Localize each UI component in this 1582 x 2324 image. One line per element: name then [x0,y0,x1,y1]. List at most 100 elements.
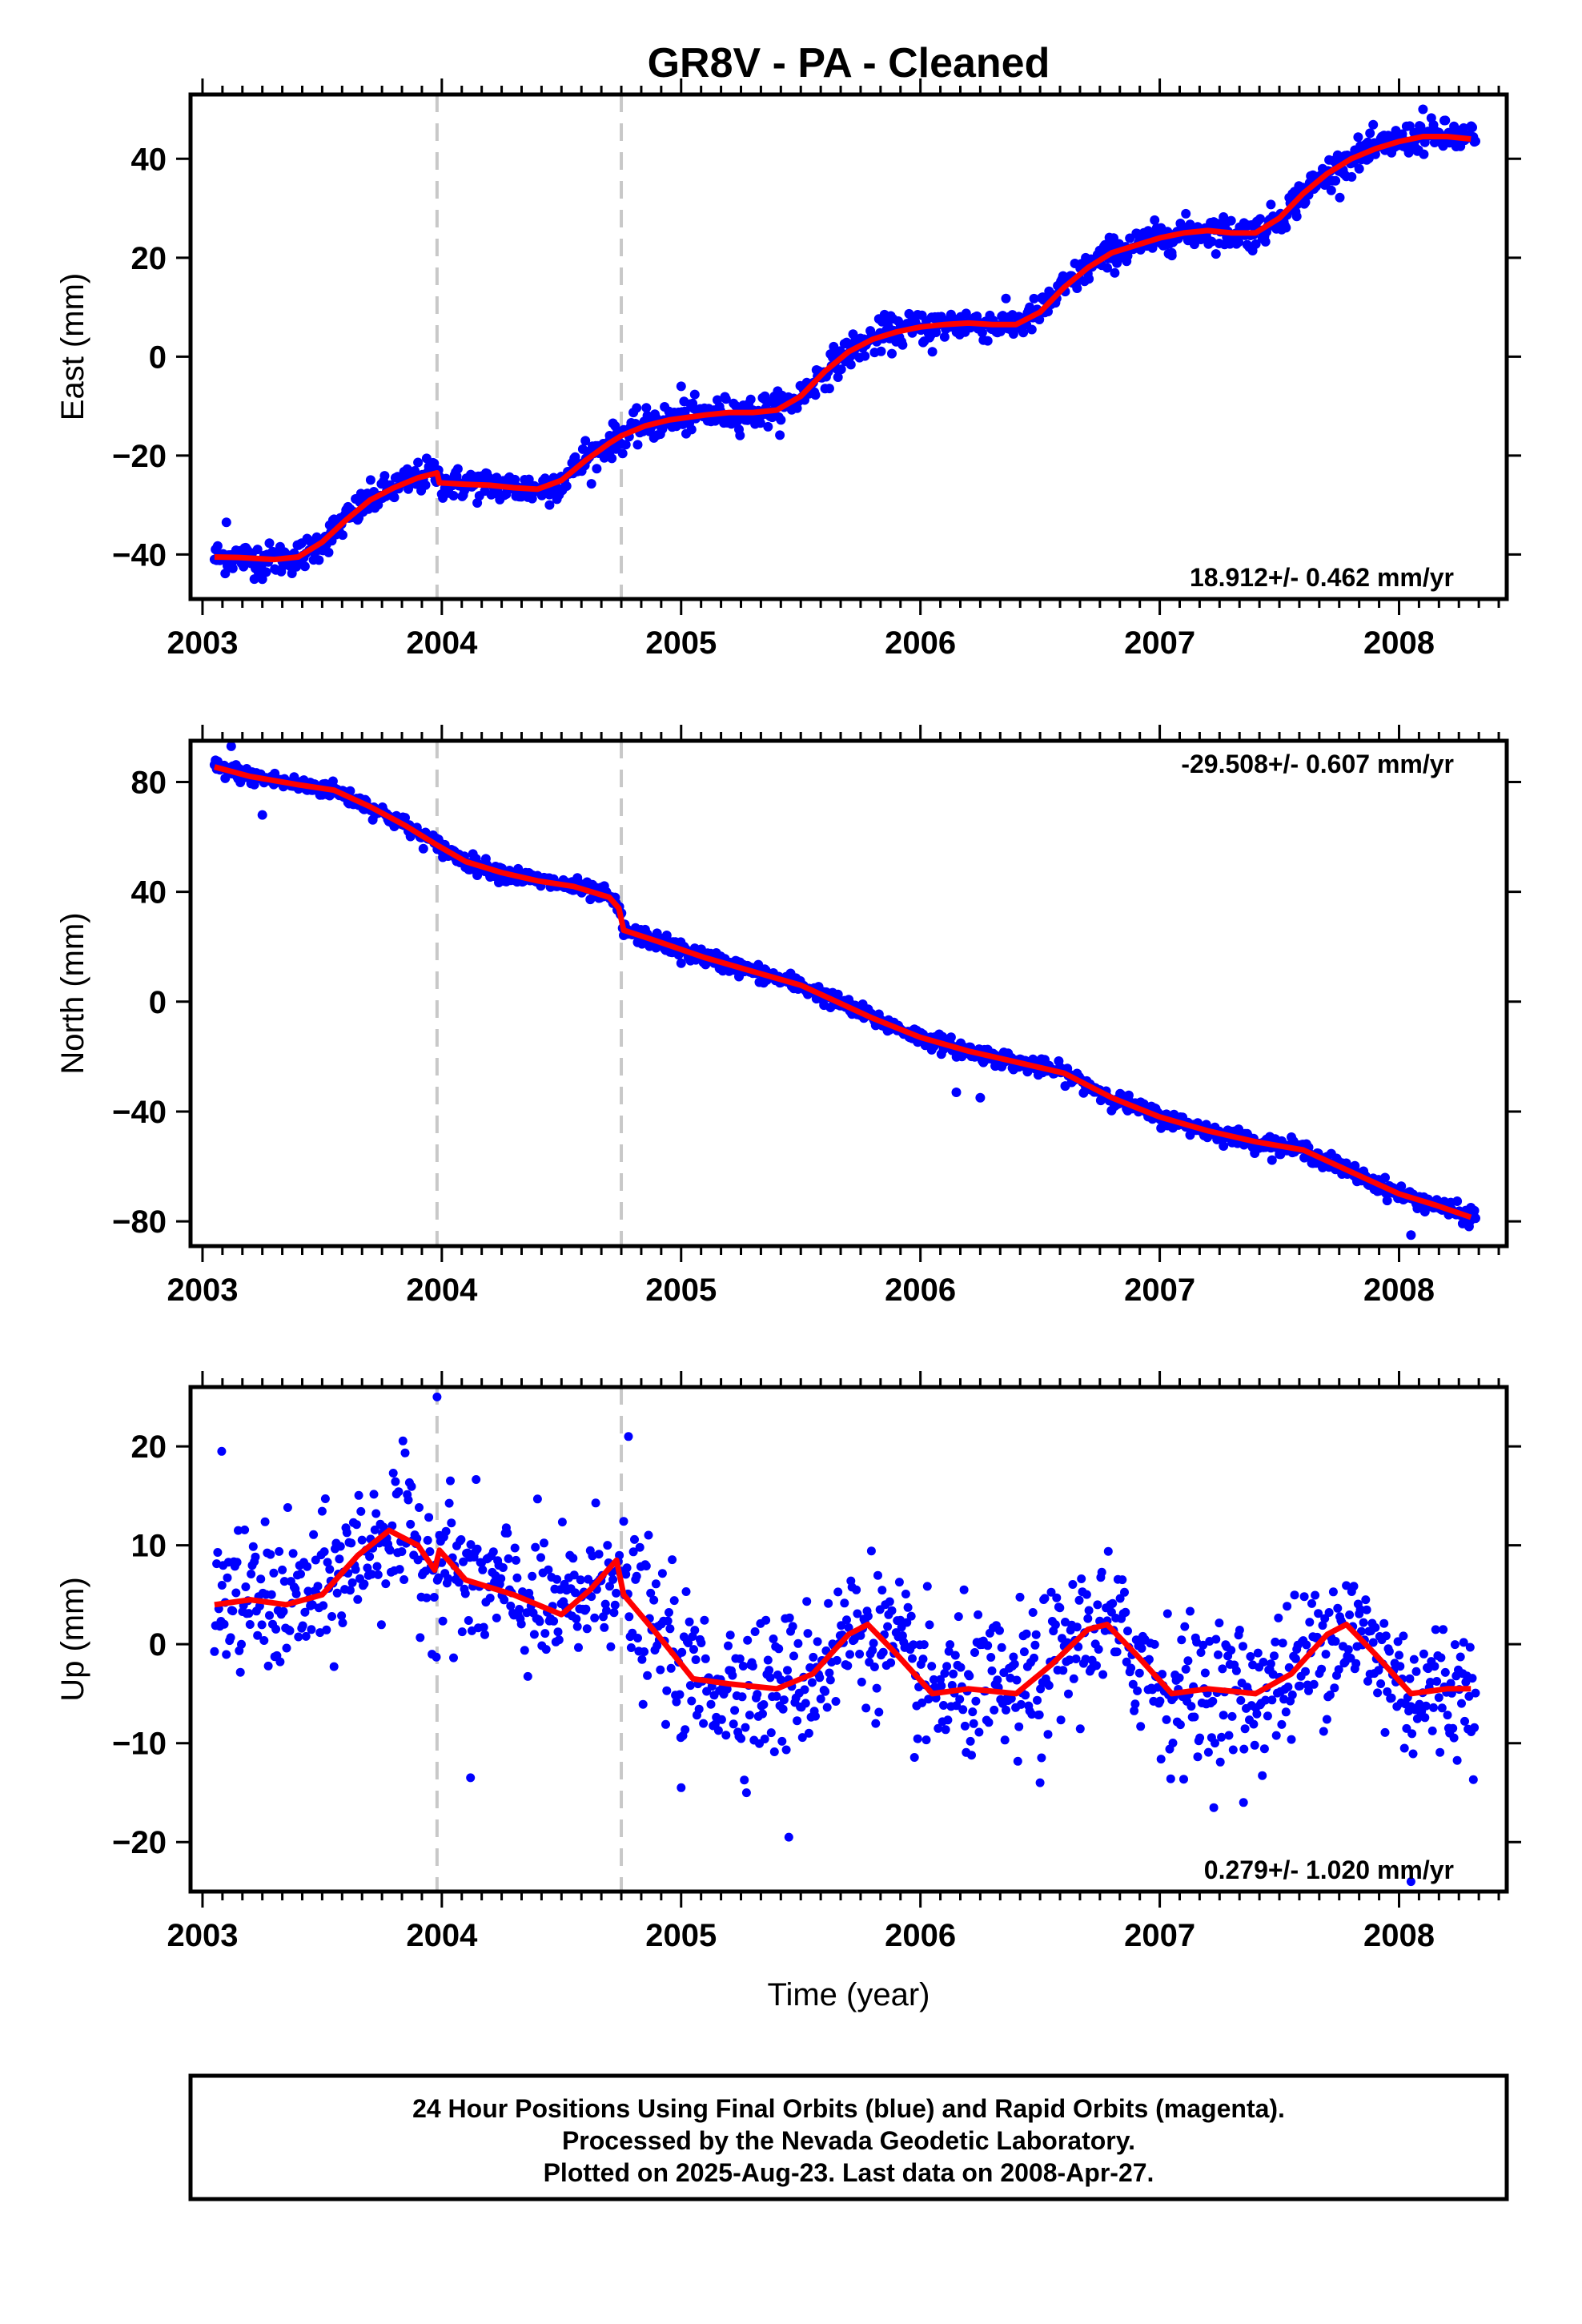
data-point [675,1690,685,1699]
x-tick-label: 2003 [167,625,238,661]
x-tick-label: 2005 [645,625,717,661]
data-point [1342,1581,1351,1590]
outlier-point [1406,1230,1416,1240]
data-point [472,1544,482,1554]
y-tick-label: 20 [131,1429,167,1465]
data-point [1471,1688,1480,1698]
data-point [691,1655,701,1664]
data-point [1209,1803,1219,1812]
data-point [485,1594,495,1602]
up-panel: −20 −10 0 10 20 2003 2004 2005 2006 2007 2008 Up (m… [55,1371,1521,2012]
data-point [944,1647,954,1656]
data-point [619,1517,628,1526]
data-point [697,1638,706,1647]
data-point [665,1608,673,1617]
data-point [1147,243,1158,253]
data-point [322,1625,331,1634]
data-point [986,1653,996,1662]
data-point [385,1546,395,1555]
data-point [1419,1649,1428,1659]
data-point [1055,1603,1065,1613]
data-point [1437,1703,1447,1713]
data-point [394,1487,404,1497]
outlier-point [676,381,686,392]
data-point [1427,1726,1437,1735]
data-point [1155,1696,1165,1706]
data-point [212,541,223,551]
data-point [1351,1659,1361,1668]
data-point [1195,1733,1205,1743]
data-point [1092,1661,1101,1671]
data-point [1001,293,1011,304]
y-tick-label: 20 [131,241,167,276]
data-point [540,1629,550,1638]
data-point [520,1646,529,1655]
data-point [825,1668,834,1678]
data-point [1136,1722,1146,1731]
data-point [1190,1712,1199,1722]
data-point [967,1751,976,1760]
data-point [831,1697,841,1706]
data-point [1409,1655,1419,1664]
data-point [241,1582,251,1591]
data-point [1419,149,1429,159]
data-point [452,464,463,474]
data-point [1013,1756,1022,1766]
data-point [783,1666,792,1675]
data-point [438,1616,448,1626]
x-tick-label: 2007 [1124,1918,1195,1953]
chart-title: GR8V - PA - Cleaned [648,40,1050,86]
data-point [413,1555,423,1565]
data-point [1436,1653,1446,1663]
data-point [960,1721,970,1731]
y-tick-label: −40 [112,1095,167,1130]
data-point [1365,128,1375,139]
data-point [303,1586,313,1596]
data-point [1395,1651,1403,1660]
data-point [745,1711,754,1720]
data-point [1234,237,1244,247]
data-point [1291,211,1302,222]
data-point [788,1622,797,1631]
data-point [1259,1658,1268,1667]
outlier-point [760,391,770,401]
data-point [700,1615,709,1625]
data-point [1380,1172,1390,1183]
rate-label: 0.279+/- 1.020 mm/yr [1204,1856,1454,1884]
footer-frame [188,2073,1509,2201]
data-point [662,1686,672,1695]
data-point [977,328,987,338]
y-axis-label: East (mm) [55,273,90,420]
data-point [713,1726,723,1735]
data-point [406,1519,416,1529]
data-point [781,1745,791,1755]
data-point [367,1570,376,1579]
data-point [685,1617,694,1626]
data-point [303,1562,312,1571]
data-point [1026,324,1037,335]
data-point [941,1725,950,1735]
data-point [1002,1705,1010,1715]
data-point [622,1563,632,1573]
data-point [922,1582,932,1591]
data-point [345,1586,355,1595]
data-point [805,1663,815,1672]
y-tick-label: −80 [112,1204,167,1240]
data-point [825,1675,835,1685]
data-point [1009,1652,1018,1662]
data-point [459,1557,468,1566]
data-point [836,364,846,375]
x-tick-label: 2006 [885,1273,956,1308]
model-line [213,764,1472,1220]
data-point [641,1562,651,1570]
outlier-point [432,1392,442,1401]
data-point [1115,1594,1125,1603]
data-point [1382,1196,1392,1206]
data-point [1207,236,1217,247]
data-point [641,403,652,413]
data-point [232,1558,242,1567]
data-point [815,1673,825,1683]
outlier-point [580,436,591,446]
data-point [984,1718,994,1727]
data-point [1470,1723,1480,1732]
